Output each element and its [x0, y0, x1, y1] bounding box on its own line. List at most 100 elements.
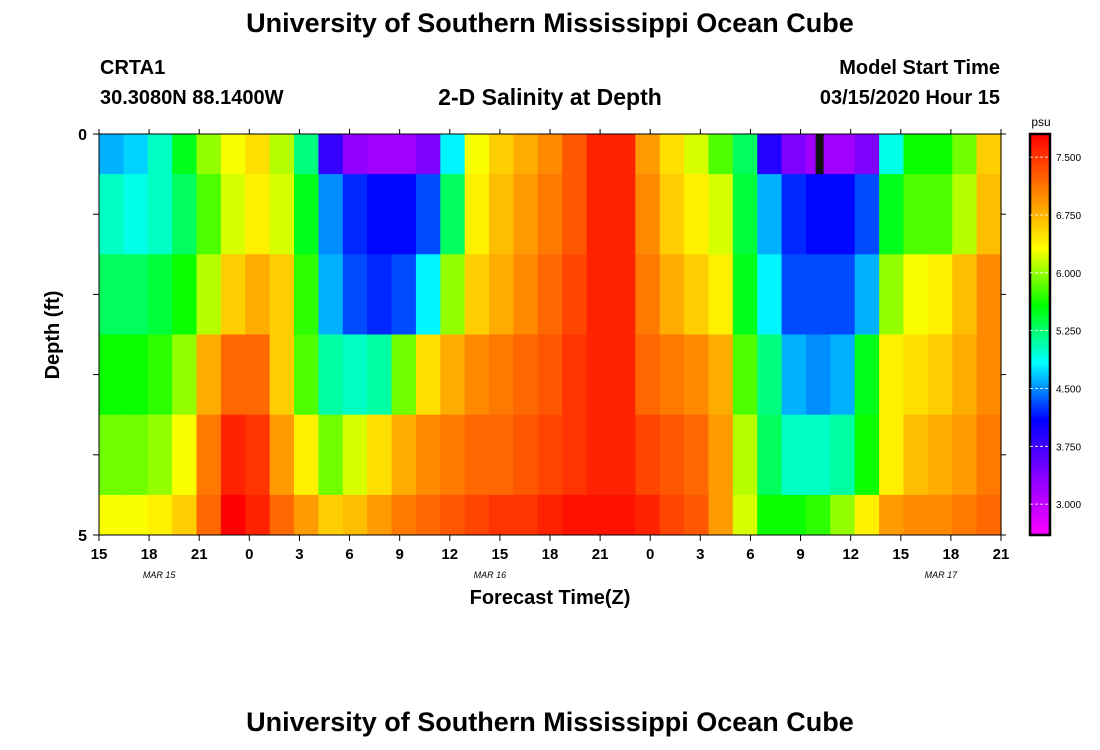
x-tick-label: 21	[592, 546, 609, 563]
heatmap-cell	[879, 334, 905, 416]
heatmap-cell	[318, 254, 344, 335]
heatmap-cell	[513, 414, 539, 496]
heatmap-cell	[269, 174, 295, 255]
heatmap-cell	[172, 174, 198, 255]
heatmap-cell	[464, 174, 490, 255]
heatmap-cell	[757, 414, 783, 496]
heatmap-cell	[659, 134, 685, 175]
heatmap-cell	[294, 334, 320, 416]
x-tick-label: 6	[345, 546, 353, 563]
heatmap-cell	[562, 334, 588, 416]
heatmap-cell	[562, 174, 588, 255]
heatmap-cell	[464, 414, 490, 496]
heatmap-cell	[830, 494, 856, 536]
heatmap-cell	[99, 254, 124, 335]
heatmap-cell	[684, 254, 710, 335]
heatmap-cell	[147, 334, 173, 416]
heatmap-cell	[391, 494, 417, 536]
colorbar-gradient	[1028, 132, 1052, 537]
heatmap-cell	[269, 254, 295, 335]
heatmap-cell	[318, 134, 344, 175]
heatmap-cell	[172, 414, 198, 496]
heatmap-cell	[367, 174, 393, 255]
heatmap-cell	[269, 414, 295, 496]
heatmap-cell	[610, 414, 636, 496]
heatmap-cell	[952, 414, 978, 496]
heatmap-cell	[927, 494, 953, 536]
heatmap-cell	[123, 494, 149, 536]
heatmap-cell	[513, 494, 539, 536]
x-tick-label: 15	[91, 546, 108, 563]
heatmap-cell	[976, 134, 1002, 175]
heatmap-cell	[196, 414, 222, 496]
y-tick-label: 5	[78, 528, 87, 545]
heatmap-cell	[269, 134, 295, 175]
heatmap-cell	[610, 174, 636, 255]
heatmap-cell	[196, 334, 222, 416]
heatmap-cell	[708, 334, 734, 416]
heatmap-cell	[879, 174, 905, 255]
heatmap-cell	[367, 334, 393, 416]
heatmap-cells	[99, 134, 1002, 536]
heatmap-cell	[708, 254, 734, 335]
heatmap-cell	[976, 174, 1002, 255]
heatmap-cell	[927, 334, 953, 416]
heatmap-cell	[927, 134, 953, 175]
heatmap-cell	[196, 494, 222, 536]
colorbar-tick-label: 6.750	[1056, 211, 1081, 222]
heatmap-cell	[99, 414, 124, 496]
x-tick-label: 9	[395, 546, 403, 563]
heatmap-cell	[854, 414, 880, 496]
heatmap-cell	[440, 254, 466, 335]
heatmap-cell	[367, 494, 393, 536]
heatmap-cell	[781, 134, 807, 175]
y-axis-label: Depth (ft)	[42, 291, 64, 380]
heatmap-cell	[269, 494, 295, 536]
heatmap-cell	[952, 134, 978, 175]
date-label: MAR 16	[474, 570, 507, 580]
heatmap-cell	[342, 254, 368, 335]
colorbar-tick-label: 7.500	[1056, 153, 1081, 164]
heatmap-cell	[415, 254, 441, 335]
heatmap-cell	[903, 494, 929, 536]
colorbar-tick-label: 6.000	[1056, 269, 1081, 280]
heatmap-cell	[147, 414, 173, 496]
colorbar-tick-label: 3.000	[1056, 500, 1081, 511]
heatmap-cell	[879, 134, 905, 175]
heatmap-cell	[805, 494, 831, 536]
heatmap-cell	[635, 334, 661, 416]
colorbar-tick-label: 4.500	[1056, 384, 1081, 395]
heatmap-cell	[440, 494, 466, 536]
heatmap-cell	[781, 174, 807, 255]
heatmap-cell	[318, 494, 344, 536]
heatmap-cell	[172, 254, 198, 335]
heatmap-cell	[123, 174, 149, 255]
heatmap-cell	[781, 334, 807, 416]
heatmap-cell	[757, 254, 783, 335]
heatmap-cell	[269, 334, 295, 416]
heatmap-cell	[854, 174, 880, 255]
heatmap-cell	[172, 134, 198, 175]
heatmap-cell	[123, 334, 149, 416]
heatmap-cell	[440, 414, 466, 496]
heatmap-cell	[489, 494, 515, 536]
heatmap-cell	[854, 134, 880, 175]
heatmap-cell	[781, 254, 807, 335]
heatmap-cell	[464, 134, 490, 175]
heatmap-cell	[391, 334, 417, 416]
heatmap-cell	[415, 134, 441, 175]
x-tick-label: 18	[542, 546, 559, 563]
heatmap-cell	[196, 134, 222, 175]
heatmap-cell	[781, 494, 807, 536]
heatmap-cell	[391, 254, 417, 335]
heatmap-cell	[610, 494, 636, 536]
heatmap-cell	[805, 174, 831, 255]
y-tick-label: 0	[78, 127, 87, 144]
heatmap-cell	[757, 494, 783, 536]
colorbar: psu 7.500 6.750 6.000 5.250 4.500 3.750 3.000	[1028, 115, 1081, 537]
heatmap-cell	[830, 134, 856, 175]
footer-title: University of Southern Mississippi Ocean…	[246, 707, 854, 737]
model-start-label: Model Start Time	[839, 57, 1000, 79]
heatmap-cell	[415, 334, 441, 416]
